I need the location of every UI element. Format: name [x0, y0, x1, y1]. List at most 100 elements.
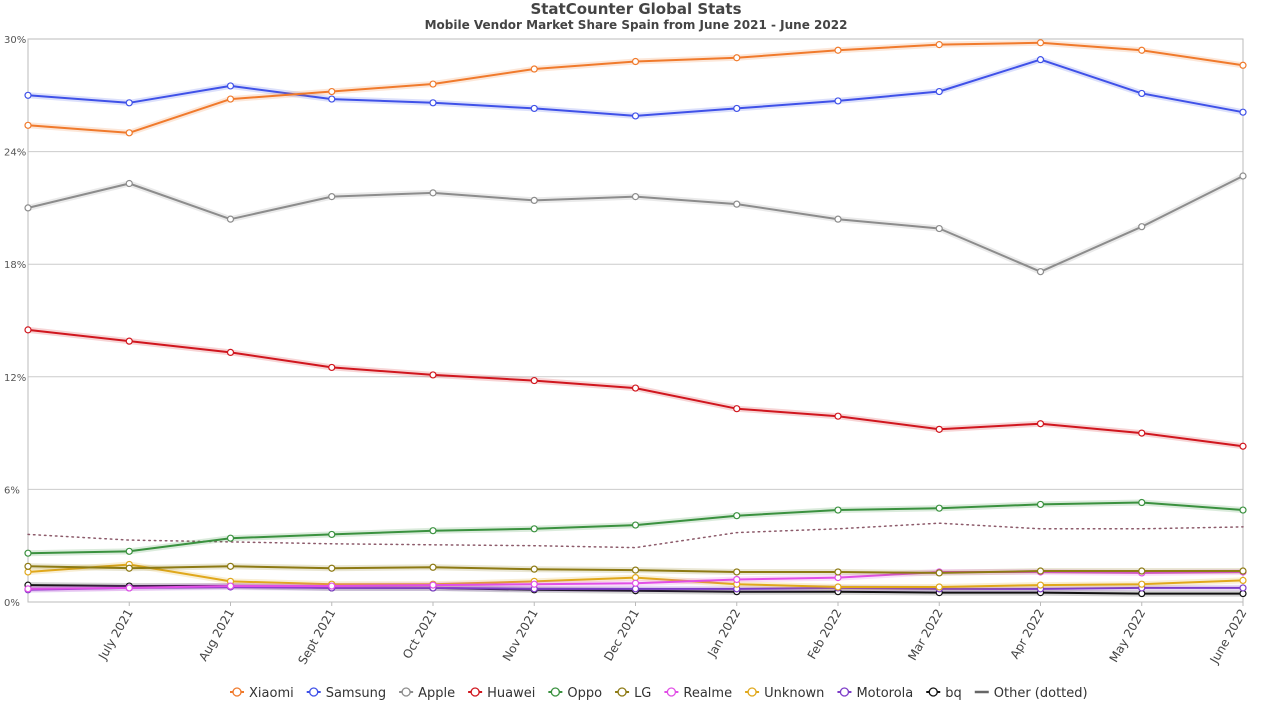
data-point [1036, 567, 1045, 575]
series-apple [24, 172, 1247, 276]
legend-label: Other (dotted) [994, 686, 1088, 701]
gridlines [28, 38, 1243, 603]
legend-item-unknown[interactable]: Unknown [745, 686, 824, 701]
legend-label: Xiaomi [249, 686, 294, 701]
data-point [1138, 567, 1146, 575]
data-point [935, 224, 943, 233]
legend-item-realme[interactable]: Realme [664, 686, 732, 701]
x-tick-label: Dec 2021 [601, 607, 642, 664]
x-tick-label: July 2021 [95, 607, 136, 663]
data-point [834, 412, 842, 420]
data-point [1036, 56, 1045, 64]
data-point [226, 82, 235, 90]
x-tick-label: May 2022 [1107, 607, 1149, 665]
x-tick-label: Apr 2022 [1007, 607, 1047, 662]
data-point [935, 504, 943, 512]
data-point [429, 189, 437, 197]
legend-label: Samsung [326, 686, 386, 701]
series-oppo [24, 498, 1247, 557]
data-point [631, 57, 640, 66]
data-point [125, 584, 133, 592]
data-point [1239, 172, 1247, 180]
data-point [1239, 584, 1247, 592]
data-point [429, 80, 437, 88]
legend: Xiaomi Samsung Apple Huawei Oppo LG Realme Unkn… [230, 686, 1088, 701]
y-tick-label: 18% [4, 260, 26, 271]
data-point [733, 512, 741, 520]
data-point [1138, 223, 1146, 231]
legend-item-oppo[interactable]: Oppo [548, 686, 602, 701]
legend-item-motorola[interactable]: Motorola [837, 686, 913, 701]
legend-item-lg[interactable]: LG [615, 686, 651, 701]
data-point [24, 204, 32, 212]
data-point [328, 564, 336, 572]
data-point [733, 568, 741, 576]
legend-marker [232, 687, 242, 697]
x-tick-label: Aug 2021 [196, 607, 237, 664]
data-point [733, 200, 741, 208]
y-tick-label: 12% [4, 373, 26, 384]
x-tick-label: June 2022 [1207, 607, 1250, 667]
data-point [429, 581, 437, 589]
legend-label: Unknown [764, 686, 824, 701]
data-point [834, 506, 842, 514]
data-point [24, 562, 32, 570]
data-point [733, 575, 741, 584]
data-point [24, 91, 32, 99]
legend-marker [666, 687, 677, 697]
legend-marker [401, 687, 411, 697]
y-tick-label: 30% [4, 35, 26, 46]
x-tick-label: Mar 2022 [905, 607, 946, 663]
data-point [834, 46, 842, 54]
legend-item-xiaomi[interactable]: Xiaomi [230, 686, 294, 701]
series-lines [24, 39, 1247, 598]
data-point [429, 563, 437, 571]
data-point [125, 129, 133, 137]
data-point [834, 215, 842, 223]
data-point [733, 54, 741, 62]
data-point [1036, 39, 1045, 47]
legend-item-huawei[interactable]: Huawei [468, 686, 535, 701]
legend-marker [309, 687, 319, 697]
data-point [530, 65, 538, 73]
data-point [530, 565, 538, 573]
data-point [1138, 429, 1146, 437]
data-point [1036, 500, 1045, 509]
legend-item-apple[interactable]: Apple [399, 686, 455, 701]
legend-marker [928, 687, 938, 697]
x-tick-label: Oct 2021 [400, 607, 440, 662]
data-point [834, 568, 842, 576]
series-line [27, 175, 1244, 273]
legend-item-samsung[interactable]: Samsung [306, 686, 386, 701]
data-point [1036, 420, 1045, 428]
data-point [631, 566, 640, 574]
data-point [631, 112, 640, 120]
legend-item-other-dotted[interactable]: Other (dotted) [974, 686, 1088, 701]
data-point [328, 87, 336, 96]
data-point [530, 580, 538, 588]
legend-label: Huawei [487, 686, 535, 701]
legend-label: bq [945, 686, 962, 701]
y-tick-label: 0% [4, 598, 20, 609]
legend-item-bq[interactable]: bq [926, 686, 962, 701]
data-point [1036, 581, 1045, 589]
data-point [1239, 108, 1247, 116]
series-xiaomi [24, 39, 1247, 137]
legend-marker [747, 687, 757, 697]
x-tick-label: Feb 2022 [805, 607, 845, 662]
data-point [631, 521, 640, 529]
data-point [125, 179, 133, 188]
data-point [1239, 442, 1247, 450]
y-tick-label: 6% [4, 485, 20, 496]
data-point [1138, 46, 1146, 54]
data-point [328, 363, 336, 372]
data-point [226, 562, 235, 570]
legend-marker [550, 687, 561, 697]
data-point [125, 337, 133, 345]
series-samsung [24, 56, 1247, 120]
data-point [935, 87, 943, 96]
data-point [935, 41, 943, 49]
data-point [429, 371, 437, 379]
legend-marker [839, 687, 850, 697]
x-tick-label: Jan 2022 [704, 607, 743, 661]
